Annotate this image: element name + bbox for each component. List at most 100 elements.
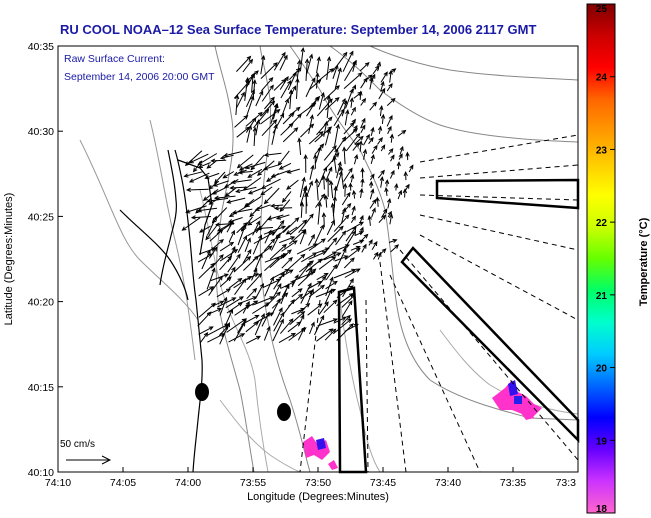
- current-vector: [327, 225, 344, 242]
- current-vector: [262, 163, 281, 171]
- current-vector: [246, 124, 253, 143]
- current-vector: [223, 150, 243, 158]
- current-vector: [245, 321, 260, 333]
- current-vector: [360, 124, 366, 133]
- current-vector: [250, 154, 265, 171]
- current-vector: [384, 179, 390, 187]
- current-vector: [198, 326, 214, 335]
- current-vector: [337, 97, 346, 116]
- current-vector: [233, 321, 246, 342]
- current-vector: [245, 314, 260, 324]
- current-vector: [192, 160, 203, 173]
- current-vector: [188, 153, 209, 164]
- current-vector: [333, 214, 350, 232]
- contour-line: [79, 139, 199, 321]
- x-tick-label: 73:55: [240, 477, 266, 489]
- current-vector: [250, 73, 255, 93]
- current-vector: [341, 191, 351, 206]
- current-vector: [198, 225, 211, 233]
- current-vector: [224, 178, 239, 188]
- current-vector: [323, 194, 329, 208]
- current-vector: [287, 253, 306, 271]
- current-vector: [254, 204, 271, 211]
- current-vector: [359, 62, 370, 72]
- current-vector: [348, 182, 353, 191]
- current-vector: [309, 164, 315, 180]
- current-vector: [338, 165, 345, 189]
- current-vector: [236, 91, 245, 108]
- current-vector: [224, 308, 234, 327]
- current-vector: [273, 51, 286, 71]
- current-vector: [231, 208, 253, 215]
- current-vector: [350, 106, 356, 116]
- current-vector: [351, 205, 356, 216]
- current-vector: [260, 100, 276, 117]
- current-vector: [323, 252, 342, 261]
- current-vector: [314, 143, 325, 155]
- current-vector: [402, 188, 408, 198]
- current-vector: [185, 187, 209, 193]
- current-vector: [358, 90, 363, 100]
- current-vector: [388, 69, 393, 83]
- current-vector: [297, 326, 305, 341]
- current-vector: [234, 278, 247, 295]
- current-vector: [315, 72, 320, 89]
- current-vector: [332, 155, 337, 174]
- current-vector: [273, 311, 285, 332]
- current-vector: [197, 162, 211, 168]
- current-vector: [398, 153, 403, 160]
- current-vector: [354, 135, 364, 145]
- sst-patch: [520, 408, 534, 420]
- colorbar-tick-label: 22: [596, 218, 608, 229]
- annotation-line-1: Raw Surface Current:: [64, 53, 165, 65]
- current-vector: [226, 301, 244, 314]
- current-vector: [316, 328, 334, 342]
- current-vector: [375, 196, 380, 207]
- current-vector: [298, 261, 312, 279]
- current-vector: [224, 187, 237, 197]
- colorbar-gradient: [586, 3, 616, 514]
- current-vector: [260, 109, 281, 125]
- current-vector: [336, 161, 342, 179]
- station-marker: [277, 403, 291, 421]
- colorbar-tick-label: 18: [596, 504, 608, 515]
- current-vector: [185, 205, 207, 214]
- current-vector: [368, 239, 373, 246]
- current-vector: [371, 207, 376, 218]
- current-vector: [378, 87, 386, 100]
- current-vector: [332, 64, 339, 79]
- current-vector: [384, 186, 389, 196]
- current-vector: [263, 325, 271, 341]
- current-vector: [264, 276, 274, 297]
- sector-line: [399, 249, 579, 461]
- current-vector: [243, 255, 260, 271]
- current-vector: [190, 215, 212, 220]
- x-tick-label: 73:35: [500, 477, 526, 489]
- colorbar-label: Temperature (°C): [638, 217, 650, 306]
- current-vector: [353, 153, 359, 165]
- sst-patch: [514, 396, 522, 404]
- current-vector: [299, 201, 305, 218]
- current-vector: [314, 178, 320, 201]
- contour-line: [329, 45, 579, 143]
- current-vector: [286, 168, 300, 174]
- current-vector: [237, 223, 247, 246]
- current-vector: [318, 301, 329, 315]
- current-vector: [342, 278, 354, 298]
- current-vector: [316, 98, 333, 117]
- current-vector: [388, 213, 394, 225]
- current-vector: [317, 201, 322, 225]
- current-vector: [317, 318, 339, 327]
- current-vector: [233, 275, 253, 289]
- bathymetry-contours: [79, 45, 579, 473]
- current-vector: [270, 232, 281, 251]
- contour-line: [439, 329, 579, 415]
- current-vector: [306, 180, 313, 197]
- current-vector: [332, 318, 353, 335]
- current-vector: [341, 202, 352, 215]
- current-vector: [282, 298, 295, 315]
- current-vector: [253, 108, 270, 129]
- current-vector: [212, 180, 229, 187]
- current-vector: [297, 268, 317, 287]
- coastline-path: [159, 149, 177, 286]
